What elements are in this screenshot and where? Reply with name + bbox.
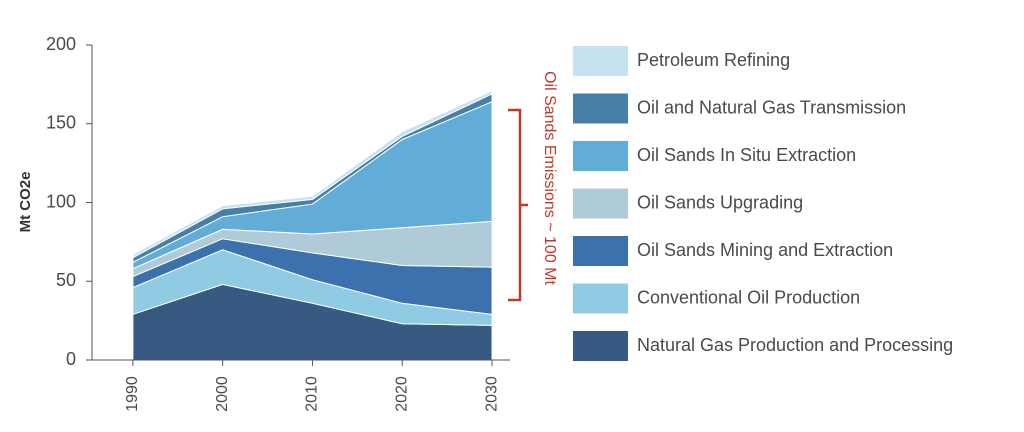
x-tick-label: 2000 [214, 376, 231, 412]
x-tick-label: 2030 [483, 376, 500, 412]
y-tick-label: 100 [46, 191, 76, 211]
y-tick-label: 0 [66, 349, 76, 369]
legend-swatch [573, 188, 628, 219]
x-tick-label: 1990 [124, 376, 141, 412]
legend-label: Petroleum Refining [637, 50, 790, 70]
bracket [508, 108, 528, 302]
legend-swatch [573, 46, 628, 76]
area [132, 89, 493, 259]
legend-swatch [573, 236, 628, 266]
legend-label: Oil Sands In Situ Extraction [637, 145, 856, 165]
legend-swatch [573, 141, 628, 171]
legend-label: Oil and Natural Gas Transmission [637, 97, 906, 117]
x-tick-label: 2020 [393, 376, 410, 412]
x-tick-label: 2010 [304, 376, 321, 412]
annotation: Oil Sands Emissions ~ 100 Mt [541, 71, 558, 285]
legend-label: Oil Sands Mining and Extraction [637, 240, 893, 260]
legend-swatch [573, 93, 628, 124]
legend-label: Conventional Oil Production [637, 287, 860, 307]
legend-swatch [573, 331, 628, 361]
y-axis-label: Mt CO2e [17, 172, 34, 233]
legend-label: Oil Sands Upgrading [637, 192, 803, 212]
y-tick-label: 200 [46, 34, 76, 54]
y-tick-label: 150 [46, 113, 76, 133]
legend-swatch [573, 283, 628, 314]
y-tick-label: 50 [56, 270, 76, 290]
legend-label: Natural Gas Production and Processing [637, 335, 953, 355]
